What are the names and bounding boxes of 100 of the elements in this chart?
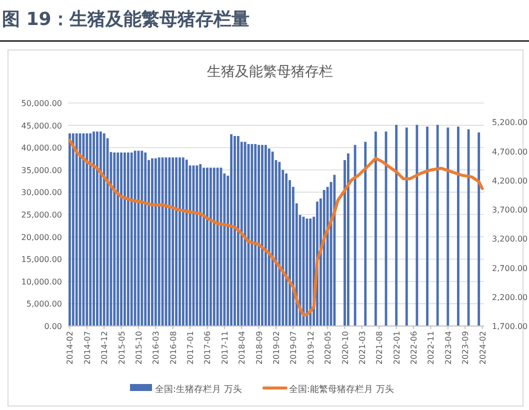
- y2-tick-label: 4,700.00: [492, 147, 528, 156]
- bar: [113, 152, 116, 326]
- caption: 图 19：生猪及能繁母猪存栏量: [2, 9, 250, 30]
- y2-tick-label: 3,700.00: [492, 206, 528, 215]
- bar: [212, 168, 216, 326]
- bar: [206, 168, 208, 326]
- x-tick-label: 2021-03: [358, 331, 367, 364]
- y-tick-label: 5,000.00: [26, 300, 62, 309]
- x-tick-label: 2018-04: [238, 331, 247, 364]
- bar: [89, 133, 92, 326]
- x-tick-label: 2020-10: [340, 331, 350, 364]
- bar: [268, 148, 270, 326]
- bar: [446, 128, 450, 326]
- x-tick-label: 2022-11: [426, 331, 436, 364]
- x-tick-label: 2014-07: [82, 331, 92, 364]
- bar: [202, 168, 206, 326]
- bar: [158, 157, 160, 326]
- bar: [364, 142, 367, 326]
- bar: [86, 133, 88, 326]
- x-tick-label: 2016-03: [152, 331, 161, 364]
- bar: [209, 168, 212, 326]
- bar: [457, 126, 460, 326]
- x-tick-label: 2018-09: [254, 331, 264, 364]
- y-tick-label: 10,000.00: [21, 277, 62, 286]
- x-tick-label: 2021-08: [375, 331, 384, 364]
- bar: [126, 152, 130, 326]
- bar: [478, 132, 480, 326]
- legend-label: 全国:能繁母猪存栏月 万头: [288, 384, 394, 395]
- x-tick-label: 2017-01: [186, 331, 196, 364]
- chart-title: 生猪及能繁母猪存栏: [207, 64, 333, 80]
- bar: [124, 152, 126, 326]
- bar: [258, 144, 260, 326]
- bar: [199, 164, 202, 326]
- bar: [278, 162, 281, 326]
- y2-tick-label: 4,200.00: [492, 176, 528, 186]
- x-tick-label: 2015-10: [134, 331, 144, 364]
- bar: [168, 157, 171, 326]
- y-tick-label: 20,000.00: [21, 232, 62, 242]
- y2-tick-label: 2,700.00: [492, 264, 528, 273]
- bar: [405, 128, 408, 326]
- bar: [264, 144, 267, 326]
- x-tick-label: 2019-12: [306, 331, 316, 364]
- bar: [178, 157, 181, 326]
- bar: [346, 153, 350, 326]
- bar: [68, 133, 71, 326]
- x-tick-label: 2019-02: [272, 331, 281, 364]
- bar: [285, 173, 288, 326]
- bar: [92, 132, 95, 326]
- x-tick-label: 2015-05: [117, 331, 126, 364]
- y-tick-label: 30,000.00: [21, 188, 62, 198]
- bar: [72, 133, 74, 326]
- y2-tick-label: 3,200.00: [492, 234, 528, 244]
- x-tick-label: 2016-08: [168, 331, 178, 364]
- bar: [244, 142, 246, 326]
- x-tick-label: 2019-07: [289, 331, 298, 364]
- bar: [322, 190, 326, 326]
- y-tick-label: 15,000.00: [21, 255, 62, 264]
- bar: [182, 157, 184, 326]
- bar: [102, 133, 106, 326]
- bar: [116, 152, 120, 326]
- x-tick-label: 2017-11: [220, 331, 230, 364]
- y2-tick-label: 1,700.00: [492, 322, 528, 331]
- bar: [99, 132, 102, 326]
- bar: [309, 218, 312, 326]
- bar: [175, 157, 178, 326]
- x-tick-label: 2024-02: [478, 331, 488, 364]
- y-tick-label: 40,000.00: [21, 144, 62, 153]
- bar: [140, 150, 144, 326]
- bar: [151, 158, 154, 326]
- y-tick-label: 0.00: [44, 322, 62, 331]
- y2-tick-label: 5,200.00: [492, 118, 528, 128]
- line-series: [68, 138, 484, 316]
- bar: [120, 152, 122, 326]
- x-tick-label: 2014-02: [66, 331, 75, 364]
- bar: [436, 124, 439, 326]
- bar: [234, 136, 236, 326]
- bar: [374, 132, 377, 326]
- bar: [306, 218, 308, 326]
- bar: [196, 165, 198, 326]
- x-tick-label: 2022-01: [392, 331, 402, 364]
- y-tick-label: 45,000.00: [21, 121, 62, 130]
- x-tick-label: 2020-05: [324, 331, 333, 364]
- bar: [154, 158, 157, 326]
- bar: [254, 144, 257, 326]
- x-tick-label: 2022-06: [410, 331, 419, 364]
- x-tick-label: 2023-09: [461, 331, 470, 364]
- bar: [230, 134, 233, 326]
- bar: [261, 144, 264, 326]
- bar: [395, 124, 398, 326]
- bar: [216, 168, 219, 326]
- x-tick-label: 2017-06: [203, 331, 212, 364]
- y2-tick-label: 2,200.00: [492, 292, 528, 302]
- bar: [130, 152, 133, 326]
- bar: [271, 152, 274, 326]
- legend-label: 全国:生猪存栏月 万头: [155, 384, 242, 395]
- y-tick-label: 50,000.00: [21, 99, 62, 108]
- bar: [96, 132, 98, 326]
- bar: [236, 136, 240, 326]
- x-tick-label: 2014-12: [100, 331, 110, 364]
- bar: [354, 144, 356, 326]
